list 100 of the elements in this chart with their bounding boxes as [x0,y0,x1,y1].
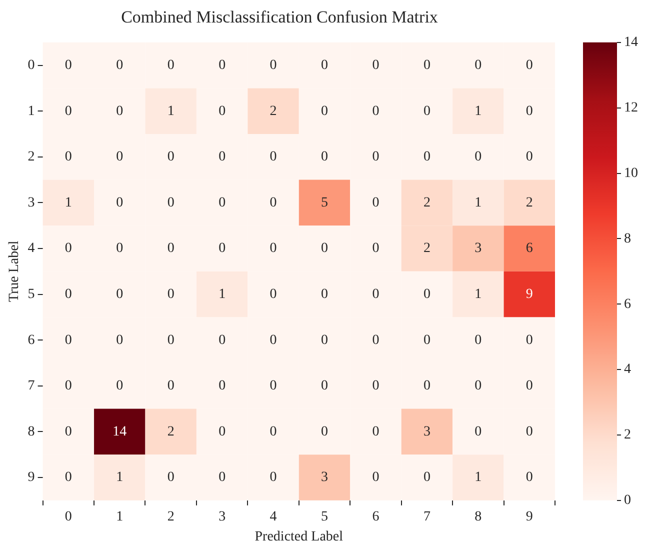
data-label: 0 [423,104,430,119]
data-label: 0 [372,424,380,440]
data-label: 0 [372,195,380,210]
color-bar-label: 14 [624,35,638,50]
data-label: 1 [64,195,72,210]
data-label: 0 [423,470,430,486]
data-label: 0 [372,332,380,348]
data-label: 0 [116,241,124,256]
data-label: 2 [270,104,277,119]
data-label: 0 [526,104,533,119]
data-label: 0 [270,470,277,486]
y-tick-label: 1 [28,104,35,119]
data-label: 0 [116,195,124,210]
data-label: 0 [116,378,124,394]
data-label: 3 [474,241,482,256]
data-label: 0 [167,150,174,165]
data-label: 3 [321,470,328,486]
data-label: 0 [270,424,277,440]
data-label: 1 [167,104,174,119]
color-bar-label: 10 [624,166,638,181]
data-label: 0 [167,332,174,348]
data-label: 0 [218,104,226,119]
color-bar-label: 2 [624,428,631,443]
data-label: 0 [64,150,72,165]
data-label: 0 [64,470,72,486]
data-label: 0 [526,150,533,165]
data-label: 1 [474,470,482,486]
x-tick-label: 3 [218,509,226,524]
data-label: 0 [270,286,277,302]
x-tick-label: 5 [321,509,328,524]
y-tick-label: 8 [28,424,35,440]
data-label: 0 [116,150,124,165]
data-label: 0 [218,241,226,256]
data-label: 0 [372,378,380,394]
data-label: 14 [112,424,127,440]
data-label: 0 [321,424,328,440]
y-tick-label: 5 [28,286,35,302]
data-label: 2 [423,195,430,210]
data-label: 0 [270,150,277,165]
data-label: 0 [321,104,328,119]
data-label: 2 [167,424,174,440]
data-label: 0 [116,332,124,348]
data-label: 0 [372,470,380,486]
data-label: 1 [474,104,482,119]
x-tick-label: 2 [167,509,174,524]
color-bar-label: 0 [624,493,631,508]
data-label: 0 [423,378,430,394]
data-label: 0 [218,378,226,394]
data-label: 0 [423,150,430,165]
data-label: 0 [321,378,328,394]
data-label: 0 [270,332,277,348]
x-axis-title: Predicted Label [254,529,344,544]
data-label: 0 [270,241,277,256]
x-tick-label: 9 [526,509,533,524]
data-label: 5 [321,195,328,210]
data-label: 0 [321,286,328,302]
data-label: 0 [270,195,277,210]
data-label: 0 [167,470,174,486]
data-label: 0 [218,470,226,486]
data-label: 0 [167,241,174,256]
color-bar-label: 8 [624,231,631,246]
data-label: 0 [64,286,72,302]
data-label: 0 [218,195,226,210]
y-tick-label: 2 [28,150,35,165]
data-label: 0 [474,150,482,165]
data-label: 0 [474,424,482,440]
data-label: 0 [64,58,72,73]
data-label: 0 [372,104,380,119]
data-label: 0 [218,424,226,440]
data-label: 0 [218,150,226,165]
data-label: 0 [423,58,430,73]
data-label: 1 [218,286,226,302]
y-tick-label: 7 [28,378,35,394]
data-label: 0 [474,58,482,73]
y-tick-label: 0 [28,58,35,73]
data-label: 0 [64,241,72,256]
data-label: 2 [526,195,533,210]
color-bar-label: 6 [624,296,631,312]
data-label: 0 [64,104,72,119]
data-label: 0 [526,424,533,440]
x-tick-label: 8 [474,509,482,524]
x-tick-label: 0 [64,509,72,524]
data-label: 0 [474,378,482,394]
data-label: 0 [218,58,226,73]
data-label: 0 [372,58,380,73]
data-label: 0 [116,286,124,302]
color-bar-label: 12 [624,100,638,116]
data-label: 3 [423,424,430,440]
data-label: 0 [372,286,380,302]
data-label: 0 [167,58,174,73]
data-label: 0 [321,150,328,165]
data-label: 0 [474,332,482,348]
data-label: 0 [64,378,72,394]
y-tick-label: 4 [28,241,35,256]
x-tick-label: 4 [270,509,277,524]
data-label: 0 [167,286,174,302]
data-label: 0 [167,378,174,394]
y-tick-label: 6 [28,332,35,348]
data-label: 0 [64,332,72,348]
data-label: 0 [321,58,328,73]
